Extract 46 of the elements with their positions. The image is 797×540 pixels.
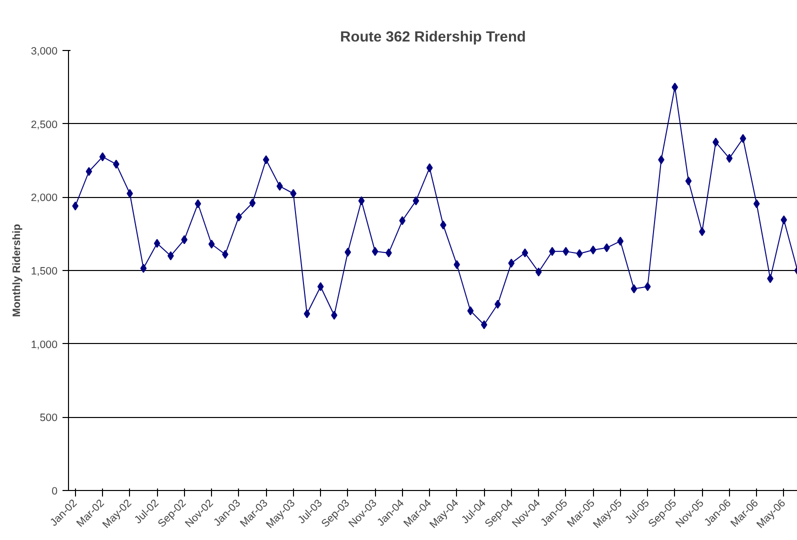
point [86,167,92,176]
point [262,155,270,164]
y-tick-label: 0 [52,486,58,498]
point [753,199,760,208]
point [685,176,692,186]
y-tick-label: 3,000 [30,46,58,58]
point [412,196,420,206]
point [740,134,746,143]
point [290,189,296,198]
y-tick-label: 500 [40,412,58,424]
point [372,246,378,256]
point [726,154,733,163]
point [617,236,624,246]
point [399,216,406,226]
point [126,189,133,198]
point [508,258,515,268]
point [140,264,147,273]
point [249,198,256,208]
point [467,306,474,316]
y-tick-label: 1,500 [30,266,58,278]
point [644,282,651,292]
point [535,267,542,276]
point [590,245,596,254]
point [576,249,583,258]
point [317,282,324,292]
point [630,284,638,294]
point [522,248,528,258]
point [454,260,460,270]
y-tick-label: 1,000 [30,338,58,351]
point [480,320,488,330]
point [426,163,433,172]
chart-title: Route 362 Ridership Trend [340,30,526,46]
point [562,246,570,256]
y-tick-label: 2,500 [30,118,58,131]
point [780,215,788,224]
point [99,152,106,162]
point [698,227,706,236]
point [304,309,310,318]
y-tick-label: 2,000 [30,192,58,204]
point [154,238,160,248]
point [344,248,352,257]
y-axis-title: Monthly Ridership [10,224,23,317]
point [358,196,365,206]
point [208,240,215,249]
point [194,199,202,208]
point [672,82,678,92]
